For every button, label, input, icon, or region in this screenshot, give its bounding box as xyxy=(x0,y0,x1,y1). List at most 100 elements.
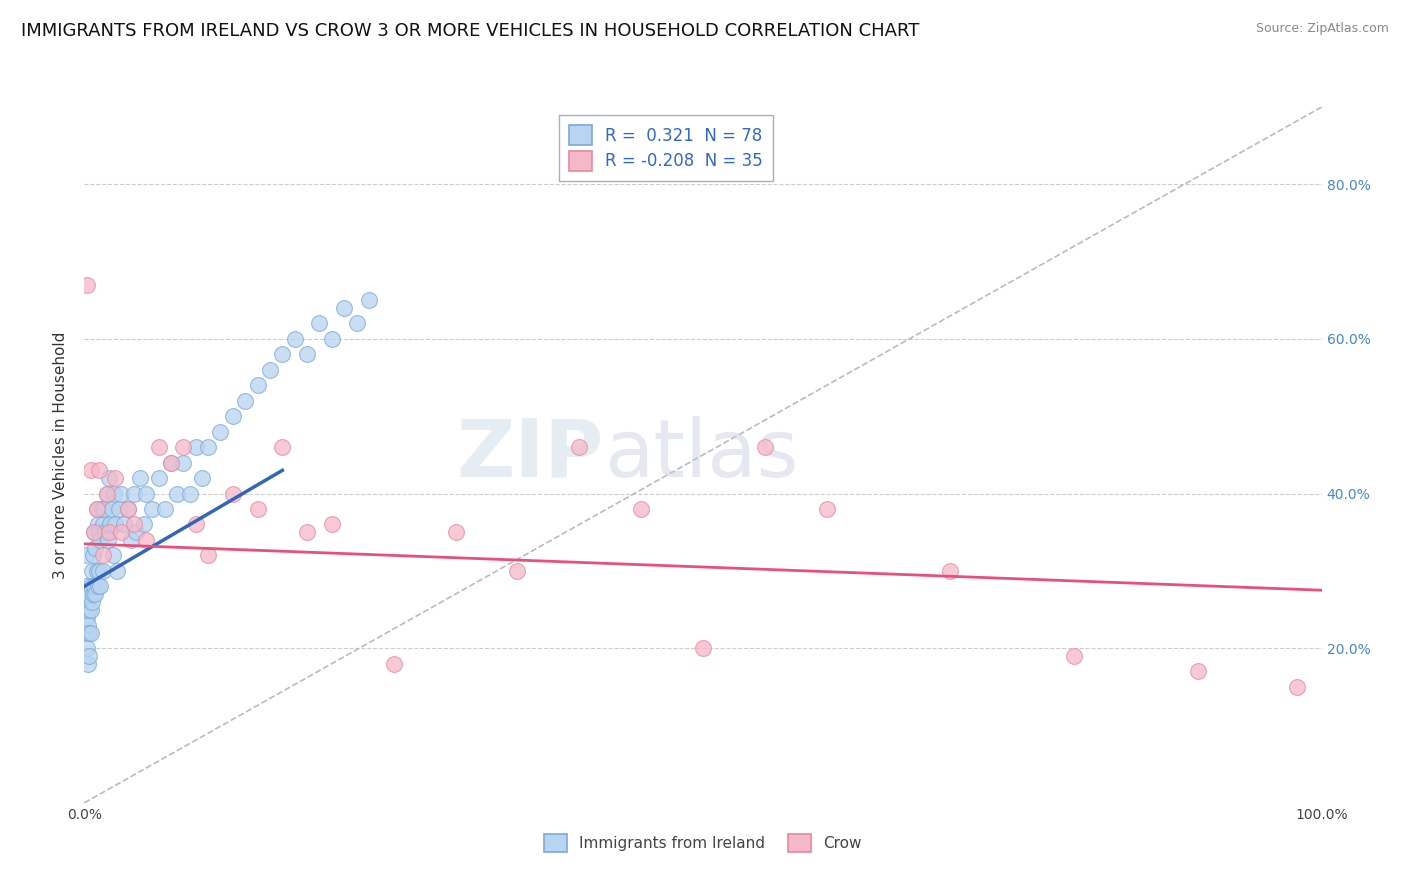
Point xyxy=(77,618,100,632)
Point xyxy=(321,517,343,532)
Point xyxy=(108,502,131,516)
Point xyxy=(87,579,110,593)
Point xyxy=(82,549,104,563)
Point xyxy=(89,564,111,578)
Text: atlas: atlas xyxy=(605,416,799,494)
Point xyxy=(75,579,97,593)
Point xyxy=(271,440,294,454)
Point xyxy=(79,579,101,593)
Point xyxy=(89,463,111,477)
Point xyxy=(103,486,125,500)
Point xyxy=(333,301,356,315)
Point xyxy=(346,317,368,331)
Point xyxy=(76,641,98,656)
Point xyxy=(191,471,214,485)
Point xyxy=(76,595,98,609)
Point xyxy=(83,525,105,540)
Point xyxy=(172,440,194,454)
Point xyxy=(79,463,101,477)
Point xyxy=(79,648,101,663)
Point xyxy=(197,440,219,454)
Point xyxy=(112,517,135,532)
Point xyxy=(98,471,121,485)
Point xyxy=(82,587,104,601)
Point xyxy=(122,486,145,500)
Point xyxy=(96,486,118,500)
Point xyxy=(184,517,207,532)
Point xyxy=(76,610,98,624)
Point xyxy=(77,587,100,601)
Point xyxy=(104,517,127,532)
Point xyxy=(1187,665,1209,679)
Point xyxy=(110,486,132,500)
Point xyxy=(222,409,245,424)
Point xyxy=(100,502,122,516)
Point xyxy=(86,502,108,516)
Point xyxy=(568,440,591,454)
Point xyxy=(79,625,101,640)
Point xyxy=(125,525,148,540)
Point xyxy=(110,525,132,540)
Point xyxy=(148,471,170,485)
Point xyxy=(91,517,114,532)
Point xyxy=(84,541,107,555)
Point xyxy=(76,277,98,292)
Point xyxy=(84,587,107,601)
Point xyxy=(87,517,110,532)
Point xyxy=(135,486,157,500)
Point xyxy=(271,347,294,361)
Point xyxy=(79,602,101,616)
Point xyxy=(148,440,170,454)
Point xyxy=(284,332,307,346)
Point xyxy=(75,625,97,640)
Point xyxy=(89,579,111,593)
Point xyxy=(259,363,281,377)
Point xyxy=(321,332,343,346)
Point xyxy=(209,425,232,439)
Point xyxy=(77,657,100,671)
Point xyxy=(129,471,152,485)
Point xyxy=(141,502,163,516)
Point xyxy=(357,293,380,308)
Point xyxy=(101,549,124,563)
Point xyxy=(135,533,157,547)
Point xyxy=(246,378,269,392)
Point xyxy=(939,564,962,578)
Point xyxy=(1285,680,1308,694)
Point xyxy=(233,393,256,408)
Point xyxy=(630,502,652,516)
Point xyxy=(91,549,114,563)
Point xyxy=(382,657,405,671)
Point xyxy=(80,564,103,578)
Point xyxy=(91,564,114,578)
Point xyxy=(692,641,714,656)
Point xyxy=(79,625,101,640)
Y-axis label: 3 or more Vehicles in Household: 3 or more Vehicles in Household xyxy=(53,331,69,579)
Point xyxy=(295,347,318,361)
Point xyxy=(1063,648,1085,663)
Point xyxy=(98,525,121,540)
Point xyxy=(98,517,121,532)
Point xyxy=(83,525,105,540)
Point xyxy=(506,564,529,578)
Point xyxy=(80,595,103,609)
Point xyxy=(295,525,318,540)
Point xyxy=(89,525,111,540)
Point xyxy=(89,533,111,547)
Point xyxy=(117,502,139,516)
Point xyxy=(166,486,188,500)
Point xyxy=(83,579,105,593)
Point xyxy=(132,517,155,532)
Point xyxy=(160,456,183,470)
Point xyxy=(246,502,269,516)
Point xyxy=(197,549,219,563)
Text: Source: ZipAtlas.com: Source: ZipAtlas.com xyxy=(1256,22,1389,36)
Point xyxy=(104,471,127,485)
Text: ZIP: ZIP xyxy=(457,416,605,494)
Point xyxy=(184,440,207,454)
Point xyxy=(222,486,245,500)
Point xyxy=(93,502,115,516)
Point xyxy=(79,602,101,616)
Point xyxy=(444,525,467,540)
Point xyxy=(90,502,112,516)
